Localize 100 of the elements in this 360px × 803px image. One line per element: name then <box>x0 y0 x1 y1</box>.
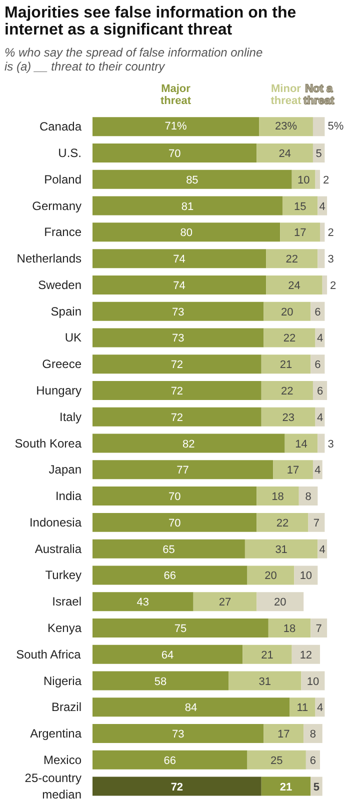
data-label: 4 <box>316 332 324 345</box>
data-label: 70 <box>168 517 181 530</box>
bar <box>261 354 311 374</box>
data-label: 75 <box>174 622 187 635</box>
bar <box>247 566 294 585</box>
bar <box>310 618 328 638</box>
data-label: 24 <box>288 280 300 292</box>
bar <box>266 275 322 294</box>
y-tick-label: Netherlands <box>16 252 82 266</box>
data-label: 17 <box>286 464 300 477</box>
bar <box>292 170 316 189</box>
data-label: 4 <box>319 544 326 556</box>
data-label: 17 <box>278 728 290 741</box>
bar <box>256 592 304 612</box>
bar <box>318 539 328 558</box>
bar <box>284 434 318 453</box>
bar <box>92 486 257 506</box>
data-label: 58 <box>154 676 167 688</box>
bar <box>318 196 328 216</box>
bar <box>322 275 328 294</box>
bar <box>92 222 280 242</box>
data-label: 15 <box>294 200 306 213</box>
bar <box>92 354 262 374</box>
bar <box>92 698 290 717</box>
data-label: 2 <box>328 227 334 240</box>
data-label: 25 <box>270 754 283 767</box>
data-label: 5 <box>313 781 320 794</box>
data-label: 12 <box>300 649 312 662</box>
data-label: 85 <box>186 174 198 186</box>
data-label: 73 <box>172 728 184 741</box>
y-tick-label: Canada <box>39 120 82 134</box>
bar <box>318 249 325 268</box>
series-label: Major threat <box>160 82 192 107</box>
chart-title: Majorities see false information on the internet as a significant threat <box>4 4 296 38</box>
data-label: 73 <box>172 306 184 318</box>
data-label: 8 <box>310 728 316 741</box>
bar <box>282 196 318 216</box>
bar <box>318 434 325 453</box>
data-label: 22 <box>286 254 298 266</box>
y-tick-label: Kenya <box>47 620 82 635</box>
data-label: 72 <box>170 359 184 372</box>
bar <box>92 407 262 426</box>
bar <box>259 117 313 136</box>
data-label: 31 <box>275 544 288 556</box>
data-label: 74 <box>173 280 186 292</box>
data-label: 66 <box>164 570 176 582</box>
data-label: 70 <box>168 148 181 160</box>
bar <box>244 539 318 558</box>
y-tick-label: Sweden <box>38 278 82 292</box>
bar <box>92 618 268 638</box>
bar <box>294 566 318 585</box>
data-label: 14 <box>295 438 308 450</box>
bar <box>92 144 257 163</box>
y-tick-label: Poland <box>44 172 82 186</box>
y-tick-label: Hungary <box>36 384 82 398</box>
data-label: 84 <box>184 702 198 714</box>
bar <box>92 196 282 216</box>
data-label: 10 <box>300 570 312 582</box>
data-label: 24 <box>278 148 291 160</box>
bar <box>268 618 311 638</box>
series-label: Minor threat <box>270 82 302 107</box>
data-label: 70 <box>168 491 181 504</box>
data-label: 3 <box>328 254 334 266</box>
data-label: 11 <box>296 702 308 714</box>
y-tick-label: Mexico <box>43 752 82 767</box>
bar <box>92 566 248 585</box>
y-tick-label: U.S. <box>58 146 82 160</box>
y-tick-label: South Africa <box>16 647 82 662</box>
bar <box>92 381 262 400</box>
bar <box>304 724 322 744</box>
y-tick-label: Japan <box>48 462 82 477</box>
data-label: 81 <box>181 200 194 213</box>
bar <box>264 328 316 348</box>
y-tick-label: Italy <box>59 410 82 424</box>
y-tick-label: Turkey <box>45 568 82 582</box>
y-tick-label: South Korea <box>14 436 82 450</box>
data-label: 18 <box>272 491 284 504</box>
bar <box>92 750 248 770</box>
data-label: 6 <box>316 386 324 398</box>
bar <box>92 644 243 664</box>
bar <box>261 381 313 400</box>
bar <box>242 644 292 664</box>
bar <box>301 671 325 690</box>
data-label: 43 <box>136 596 150 609</box>
bar <box>264 724 304 744</box>
y-tick-label: Indonesia <box>29 515 82 530</box>
bar <box>264 302 311 321</box>
y-tick-label: Brazil <box>51 700 82 714</box>
y-tick-label: Australia <box>34 542 82 556</box>
bar <box>92 117 260 136</box>
bar <box>266 249 318 268</box>
bar <box>92 512 257 532</box>
data-label: 23 <box>282 412 294 424</box>
data-label: 10 <box>306 676 320 688</box>
bar <box>92 460 274 480</box>
bar <box>92 328 264 348</box>
data-label: 18 <box>283 622 296 635</box>
data-label: 21 <box>261 649 274 662</box>
bar <box>280 222 320 242</box>
bar <box>193 592 257 612</box>
